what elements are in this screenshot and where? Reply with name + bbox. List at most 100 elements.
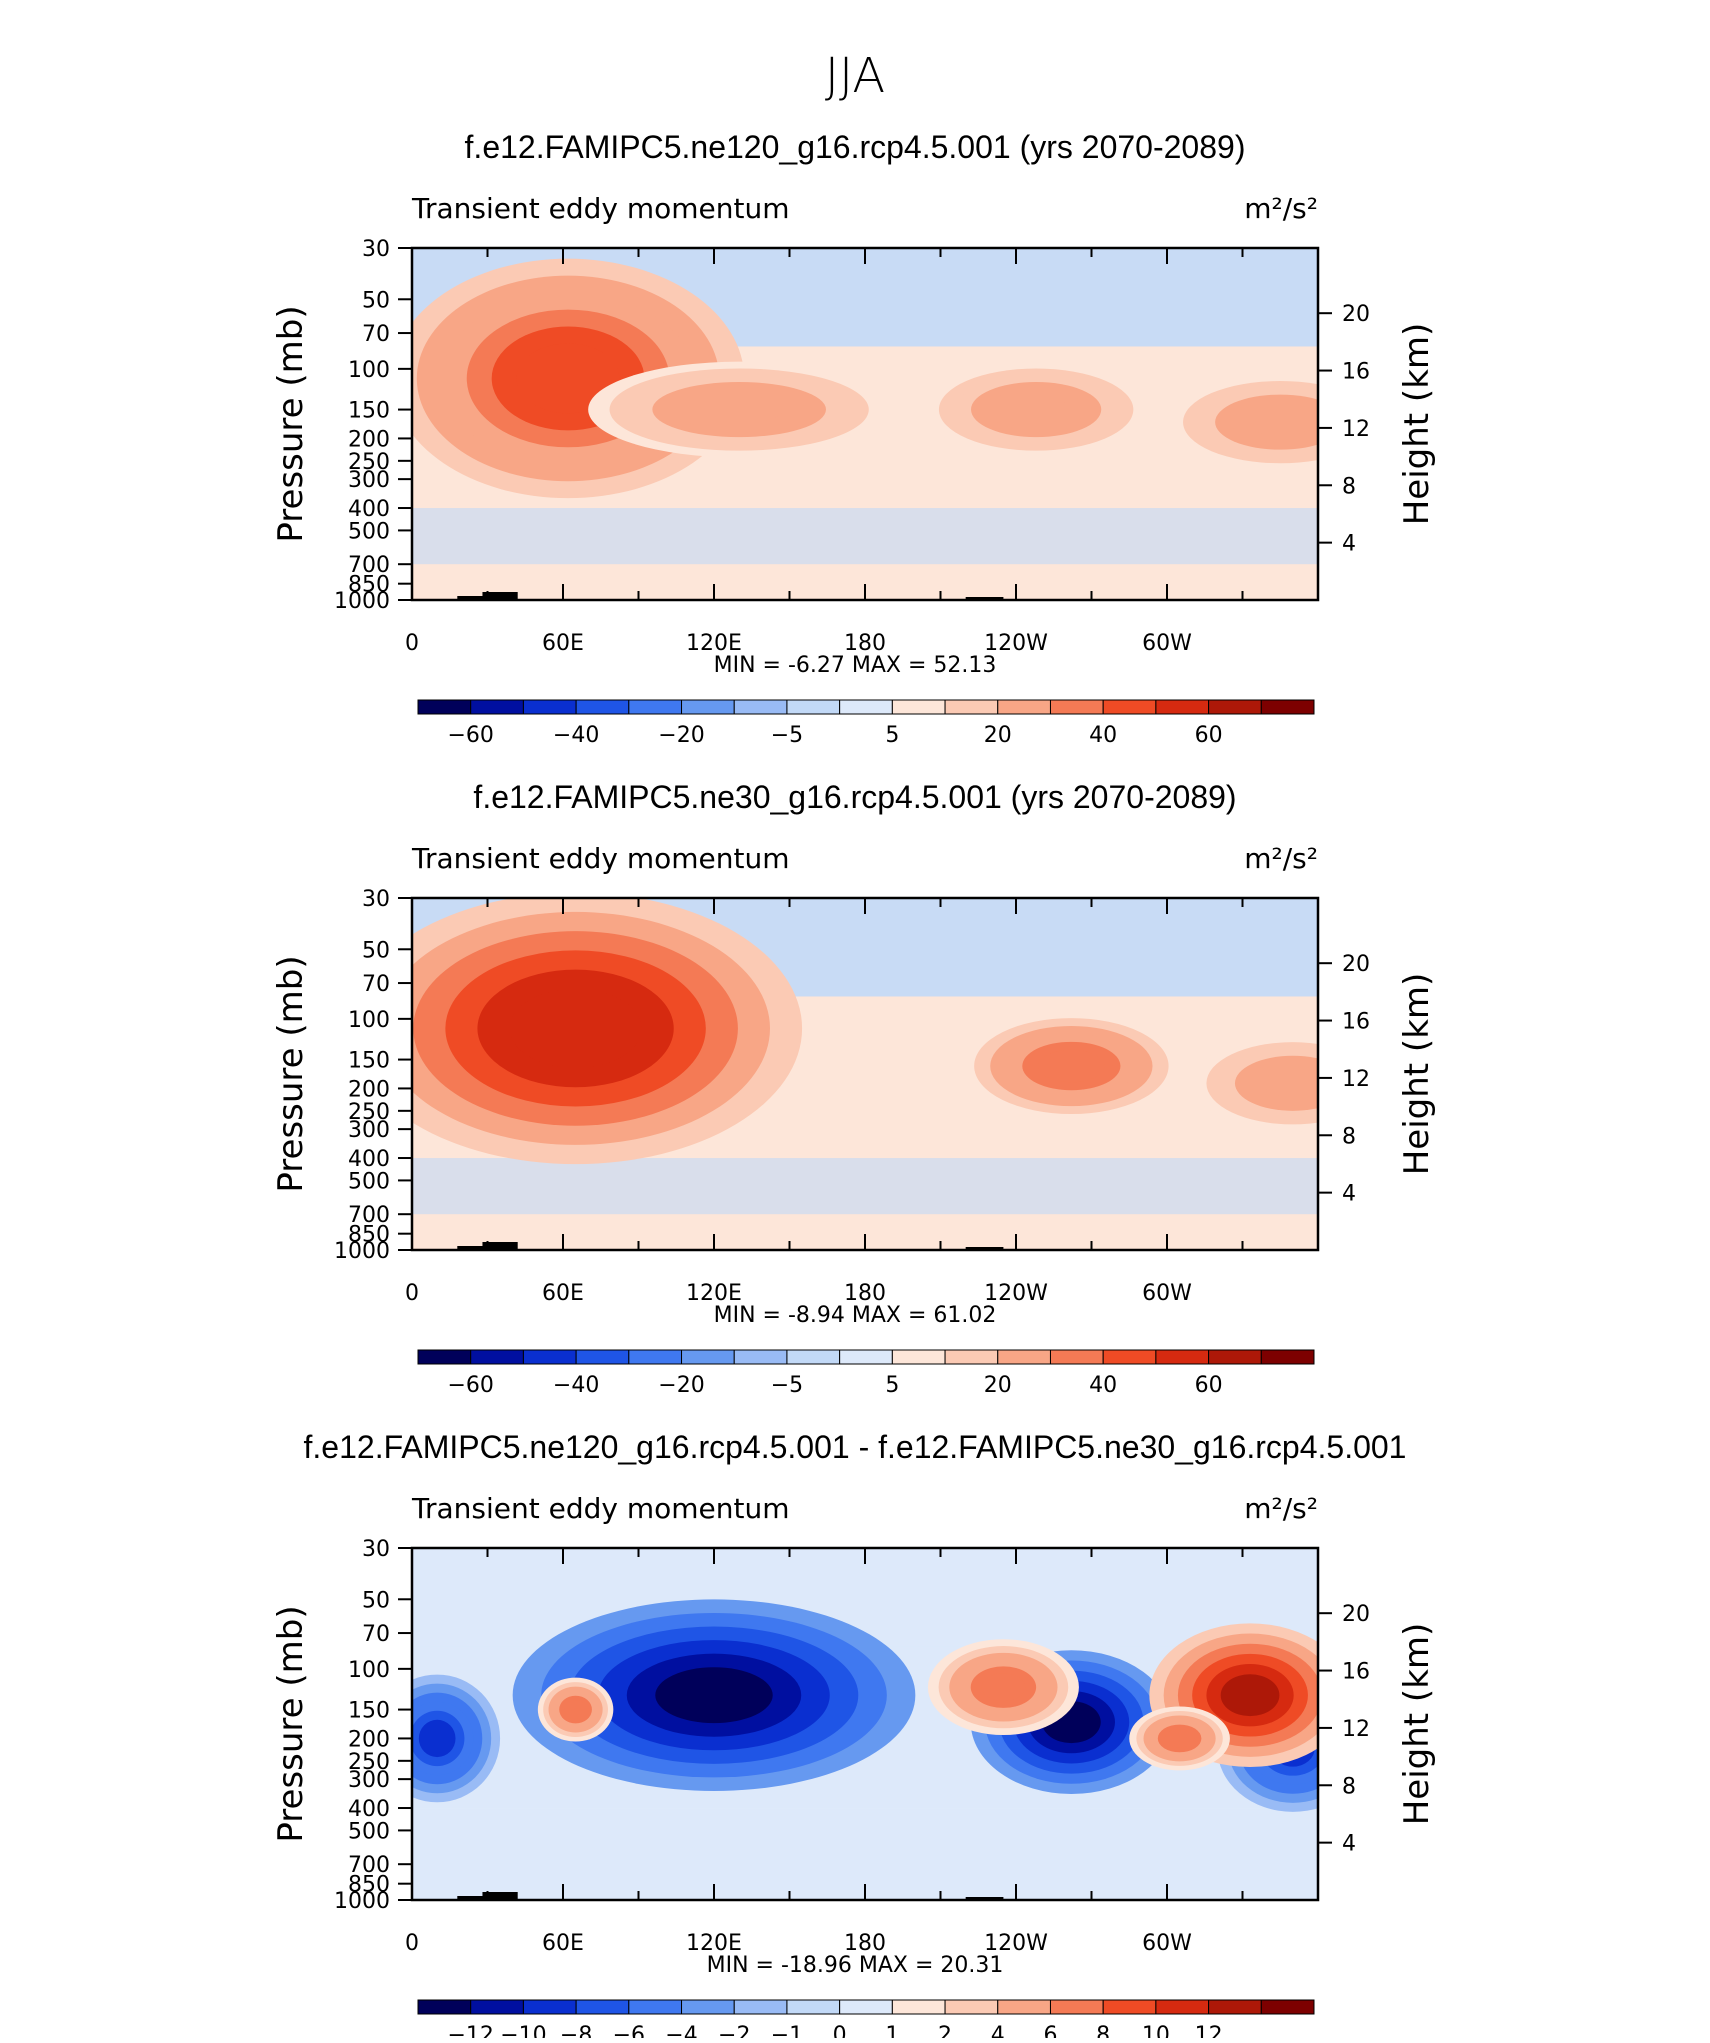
y-tick-label: 1000 xyxy=(334,1239,390,1264)
colorbar-cell xyxy=(839,1999,893,2015)
colorbar-label: −5 xyxy=(771,1373,803,1398)
contour-field xyxy=(412,1548,1318,1900)
colorbar-cell xyxy=(1049,1999,1104,2015)
y-tick-label: 150 xyxy=(348,1049,390,1074)
y-tick-label: 70 xyxy=(362,972,390,997)
colorbar-cell xyxy=(628,1999,683,2015)
colorbar-label: −2 xyxy=(718,2023,750,2038)
min-max-stats: MIN = -6.27 MAX = 52.13 xyxy=(714,653,997,678)
lower-band xyxy=(412,508,1318,565)
colorbar-cell xyxy=(891,699,946,715)
x-tick-label: 180 xyxy=(844,1281,886,1306)
colorbar-cell xyxy=(470,699,524,715)
colorbar-label: −10 xyxy=(500,2023,546,2038)
y-tick-label: 70 xyxy=(362,1622,390,1647)
contour-level-1 xyxy=(509,988,642,1069)
colorbar-cell xyxy=(417,1349,472,1365)
colorbar-label: −20 xyxy=(658,1373,704,1398)
y2-tick-label: 20 xyxy=(1342,952,1370,977)
panel-1: f.e12.FAMIPC5.ne120_g16.rcp4.5.001 (yrs … xyxy=(271,129,1437,748)
main-title: JJA xyxy=(825,48,885,104)
colorbar-cell xyxy=(1260,1999,1315,2015)
x-tick-label: 60E xyxy=(542,631,584,656)
colorbar-cell xyxy=(1155,699,1210,715)
contour-level-1 xyxy=(516,343,620,414)
y-tick-label: 850 xyxy=(348,1223,390,1248)
x-tick-label: 0 xyxy=(405,631,419,656)
x-tick-label: 120E xyxy=(686,631,742,656)
y2-tick-label: 16 xyxy=(1342,1660,1370,1685)
colorbar-cell xyxy=(944,1999,999,2015)
variable-label: Transient eddy momentum xyxy=(411,1492,790,1525)
y-axis-label: Pressure (mb) xyxy=(271,955,311,1192)
x-tick-label: 120E xyxy=(686,1931,742,1956)
y-tick-label: 150 xyxy=(348,399,390,424)
colorbar-label: 40 xyxy=(1089,1373,1117,1398)
colorbar-cell xyxy=(733,1999,788,2015)
colorbar-label: 10 xyxy=(1142,2023,1170,2038)
contour-level-3 xyxy=(418,1719,456,1758)
min-max-stats: MIN = -18.96 MAX = 20.31 xyxy=(707,1953,1004,1978)
colorbar-cell xyxy=(891,1999,946,2015)
colorbar-cell xyxy=(839,1349,893,1365)
colorbar-cell xyxy=(1155,1999,1210,2015)
y2-axis-label: Height (km) xyxy=(1397,1623,1437,1826)
y-tick-label: 30 xyxy=(362,1537,390,1562)
colorbar-label: 6 xyxy=(1043,2023,1057,2038)
y2-tick-label: 4 xyxy=(1342,532,1356,557)
colorbar-cell xyxy=(1049,699,1104,715)
contour-level-2 xyxy=(1038,1049,1105,1083)
colorbar-label: 20 xyxy=(984,723,1012,748)
contour-level-1 xyxy=(655,1667,773,1724)
x-tick-label: 60E xyxy=(542,1281,584,1306)
y-tick-label: 700 xyxy=(348,1203,390,1228)
colorbar-cell xyxy=(786,699,841,715)
y2-tick-label: 12 xyxy=(1342,1717,1370,1742)
colorbar-label: −60 xyxy=(447,723,493,748)
colorbar-label: −6 xyxy=(613,2023,645,2038)
colorbar-label: −8 xyxy=(560,2023,592,2038)
colorbar-cell xyxy=(522,699,577,715)
y2-tick-label: 8 xyxy=(1342,1774,1356,1799)
colorbar-cell xyxy=(997,699,1051,715)
y-tick-label: 100 xyxy=(348,358,390,383)
lower-band xyxy=(412,1808,1318,1865)
colorbar-cell xyxy=(522,1349,577,1365)
colorbar-cell xyxy=(1208,699,1262,715)
colorbar-cell xyxy=(470,1999,524,2015)
colorbar-cell xyxy=(786,1999,841,2015)
colorbar-label: −40 xyxy=(553,723,599,748)
contour-level-2 xyxy=(695,395,784,424)
y-tick-label: 700 xyxy=(348,1853,390,1878)
x-tick-label: 120W xyxy=(984,631,1048,656)
colorbar-cell xyxy=(681,1999,735,2015)
colorbar-cell xyxy=(997,1999,1051,2015)
y-tick-label: 300 xyxy=(348,468,390,493)
contour-field xyxy=(412,248,1318,600)
topography xyxy=(457,596,501,600)
colorbar-cell xyxy=(1102,699,1157,715)
x-tick-label: 0 xyxy=(405,1931,419,1956)
y-tick-label: 850 xyxy=(348,1873,390,1898)
colorbar-label: 40 xyxy=(1089,723,1117,748)
colorbar-cell xyxy=(1260,699,1315,715)
colorbar-cell xyxy=(733,1349,788,1365)
y-tick-label: 250 xyxy=(348,450,390,475)
colorbar-cell xyxy=(628,699,683,715)
x-tick-label: 180 xyxy=(844,1931,886,1956)
x-tick-label: 120W xyxy=(984,1281,1048,1306)
y-tick-label: 200 xyxy=(348,1727,390,1752)
colorbar-cell xyxy=(575,699,630,715)
y-tick-label: 250 xyxy=(348,1100,390,1125)
y-tick-label: 300 xyxy=(348,1768,390,1793)
x-tick-label: 180 xyxy=(844,631,886,656)
colorbar-label: 5 xyxy=(885,1373,899,1398)
colorbar-label: 4 xyxy=(991,2023,1005,2038)
colorbar-cell xyxy=(681,699,735,715)
units-label: m²/s² xyxy=(1244,192,1318,225)
colorbar-label: −1 xyxy=(771,2023,803,2038)
colorbar-cell xyxy=(944,1349,999,1365)
panel-title: f.e12.FAMIPC5.ne30_g16.rcp4.5.001 (yrs 2… xyxy=(473,779,1236,815)
y-tick-label: 70 xyxy=(362,322,390,347)
